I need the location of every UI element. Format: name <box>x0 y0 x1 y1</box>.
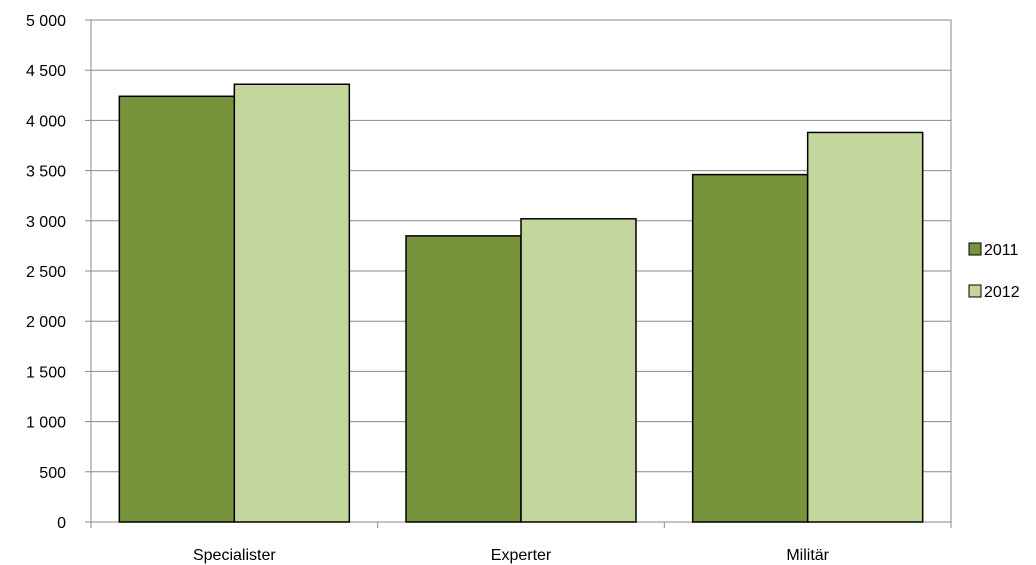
legend-label: 2012 <box>984 284 1020 301</box>
y-tick-label: 1 500 <box>26 364 66 381</box>
legend-swatch <box>968 242 982 256</box>
y-tick-label: 3 000 <box>26 214 66 231</box>
y-tick-label: 4 500 <box>26 63 66 80</box>
legend-item-2011: 2011 <box>968 242 1019 259</box>
y-tick-label: 2 500 <box>26 264 66 281</box>
x-axis: Specialister Experter Militär <box>90 522 952 564</box>
y-tick-label: 3 500 <box>26 164 66 181</box>
bar-2011-specialister <box>118 95 236 523</box>
bar-2011-militär <box>691 173 809 523</box>
bar-2011-experter <box>405 235 522 523</box>
legend-swatch <box>968 284 982 298</box>
y-tick-label: 5 000 <box>26 13 66 30</box>
y-tick-label: 500 <box>39 465 66 482</box>
y-tick-label: 1 000 <box>26 415 66 432</box>
y-tick-label: 4 000 <box>26 113 66 130</box>
y-tick-label: 2 000 <box>26 314 66 331</box>
x-tick-label: Experter <box>491 547 552 564</box>
bar-2012-specialister <box>233 83 351 523</box>
y-axis: 0 500 1 000 1 500 2 000 2 500 3 000 3 500 4 000 4… <box>26 13 91 532</box>
legend-item-2012: 2012 <box>968 284 1020 301</box>
legend-label: 2011 <box>984 242 1019 259</box>
x-tick-label: Specialister <box>193 547 276 564</box>
bar-2012-militär <box>806 131 924 523</box>
x-tick-label: Militär <box>786 547 829 564</box>
legend: 2011 2012 <box>968 242 1020 301</box>
bars <box>118 83 924 523</box>
bar-2012-experter <box>520 218 637 523</box>
y-tick-label: 0 <box>57 515 66 532</box>
